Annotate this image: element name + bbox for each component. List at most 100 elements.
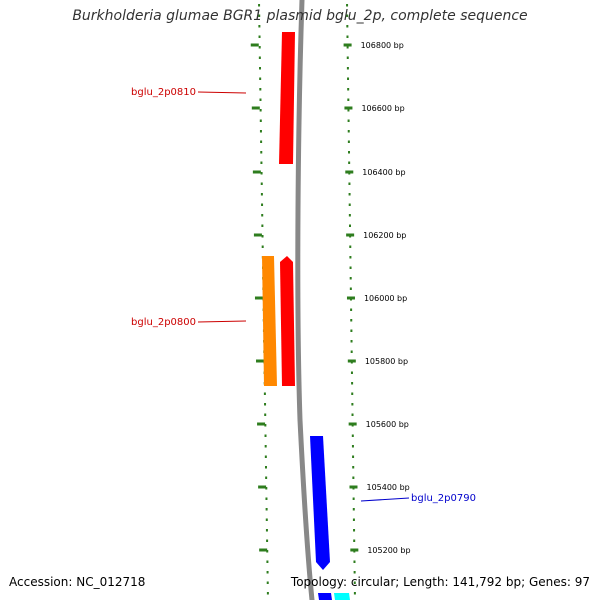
- gene-arrow-bglu_2p0810[interactable]: [279, 32, 295, 164]
- major-tick: [257, 422, 266, 426]
- tick-dot: [351, 413, 354, 416]
- tick-dot: [353, 539, 356, 542]
- plasmid-backbone: [295, 0, 315, 600]
- tick-dot: [266, 581, 269, 584]
- major-tick: [256, 359, 265, 363]
- tick-dot: [265, 487, 268, 490]
- tick-dot: [349, 266, 352, 269]
- tick-dot: [347, 98, 350, 101]
- tick-dot: [348, 161, 351, 164]
- tick-dot: [346, 67, 349, 70]
- major-tick: [350, 548, 359, 552]
- tick-dot: [264, 424, 267, 427]
- tick-dot: [260, 172, 263, 175]
- major-tick: [344, 106, 353, 110]
- tick-dot: [347, 140, 350, 143]
- tick-dot: [352, 476, 355, 479]
- tick-dot: [353, 571, 356, 574]
- tick-dot: [346, 4, 349, 7]
- tick-dot: [259, 98, 262, 101]
- tick-dot: [352, 518, 355, 521]
- tick-dot: [258, 14, 261, 17]
- position-label: 105600 bp: [366, 420, 409, 429]
- gene-layer: [262, 32, 350, 600]
- position-label: 105800 bp: [365, 357, 408, 366]
- major-tick: [254, 296, 263, 300]
- tick-dot: [263, 392, 266, 395]
- tick-dot: [351, 382, 354, 385]
- label-layer: bglu_2p0810 bglu_2p0800 bglu_2p0790: [131, 87, 476, 504]
- gene-arrow-cyan_gene[interactable]: [334, 593, 350, 600]
- tick-dot: [352, 497, 355, 500]
- tick-dot: [352, 508, 355, 511]
- map-title: Burkholderia glumae BGR1 plasmid bglu_2p…: [72, 8, 528, 24]
- tick-dot: [265, 508, 268, 511]
- position-label: 106200 bp: [363, 231, 406, 240]
- gene-arrow-continuation[interactable]: [318, 593, 332, 600]
- major-tick: [251, 106, 260, 110]
- tick-dot: [261, 235, 264, 238]
- tick-dot: [350, 308, 353, 311]
- tick-dot: [259, 109, 262, 112]
- tick-dot: [346, 14, 349, 17]
- tick-dot: [265, 476, 268, 479]
- tick-dot: [264, 466, 267, 469]
- gene-arrow-orange_gene[interactable]: [262, 256, 277, 386]
- tick-dot: [260, 182, 263, 185]
- major-tick: [346, 233, 355, 237]
- major-tick: [343, 43, 352, 47]
- tick-dot: [264, 413, 267, 416]
- gene-label[interactable]: bglu_2p0810: [131, 87, 196, 98]
- major-tick: [347, 359, 356, 363]
- tick-dot: [348, 224, 351, 227]
- tick-dot: [261, 214, 264, 217]
- tick-dot: [265, 497, 268, 500]
- major-tick: [258, 485, 267, 489]
- tick-dot: [351, 434, 354, 437]
- tick-dot: [350, 340, 353, 343]
- tick-dot: [349, 287, 352, 290]
- tick-dot: [264, 445, 267, 448]
- tick-dot: [351, 445, 354, 448]
- gene-label[interactable]: bglu_2p0790: [411, 493, 476, 504]
- tick-dot: [346, 25, 349, 28]
- tick-dot: [351, 392, 354, 395]
- tick-dot: [265, 518, 268, 521]
- position-label: 106400 bp: [362, 168, 405, 177]
- position-label: 106000 bp: [364, 294, 407, 303]
- tick-dot: [346, 46, 349, 49]
- tick-dot: [264, 455, 267, 458]
- tick-dot: [349, 245, 352, 248]
- tick-dot: [352, 455, 355, 458]
- tick-dot: [258, 25, 261, 28]
- major-tick: [348, 422, 357, 426]
- tick-dot: [349, 277, 352, 280]
- tick-dot: [261, 245, 264, 248]
- gene-label[interactable]: bglu_2p0800: [131, 317, 196, 328]
- tick-dot: [266, 560, 269, 563]
- tick-dot: [350, 319, 353, 322]
- position-label: 106800 bp: [361, 41, 404, 50]
- tick-dot: [264, 434, 267, 437]
- tick-dot: [259, 119, 262, 122]
- tick-dot: [258, 4, 261, 7]
- tick-dot: [259, 130, 262, 133]
- tick-dot: [348, 193, 351, 196]
- tick-dot: [348, 214, 351, 217]
- gene-arrow-bglu_2p0800[interactable]: [280, 256, 295, 386]
- gene-arrow-bglu_2p0790[interactable]: [310, 436, 330, 570]
- tick-dot: [265, 529, 268, 532]
- position-label: 105400 bp: [366, 483, 409, 492]
- tick-dot: [353, 592, 356, 595]
- tick-dot: [347, 109, 350, 112]
- tick-dot: [346, 56, 349, 59]
- gene-label-leader: [197, 320, 247, 323]
- major-tick: [253, 233, 262, 237]
- tick-dot: [261, 203, 264, 206]
- tick-dot: [260, 140, 263, 143]
- tick-dot: [352, 466, 355, 469]
- major-tick: [259, 548, 268, 552]
- position-label: 105200 bp: [367, 546, 410, 555]
